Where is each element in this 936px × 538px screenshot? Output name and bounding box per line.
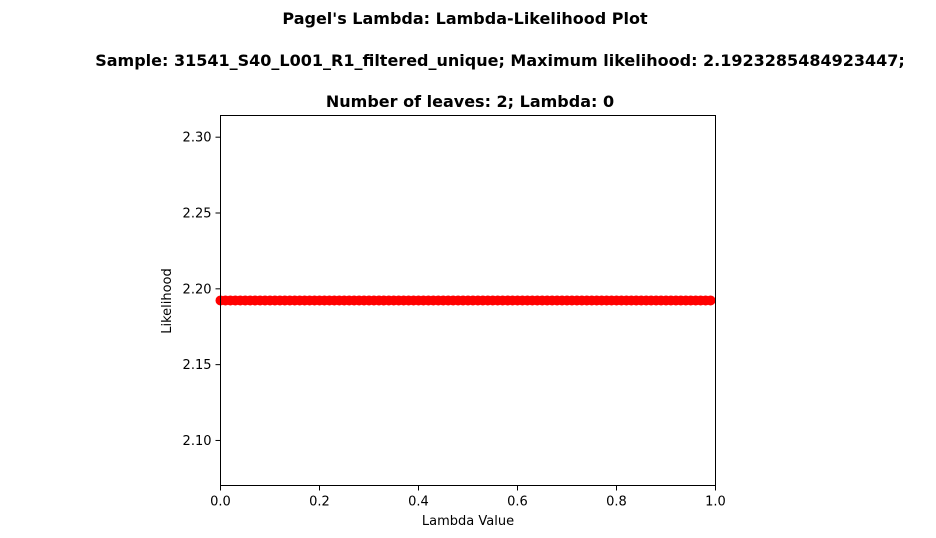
y-axis-label: Likelihood <box>160 268 175 334</box>
x-tick-label: 0.8 <box>606 495 627 510</box>
x-tick-label: 0.2 <box>309 495 330 510</box>
x-tick-label: 0.6 <box>507 495 528 510</box>
plot-frame <box>220 115 716 486</box>
x-axis-ticks: 0.0 0.2 0.4 0.6 0.8 1.0 <box>210 485 726 510</box>
data-point <box>705 295 716 306</box>
x-axis-label: Lambda Value <box>422 514 514 529</box>
x-tick-label: 1.0 <box>705 495 726 510</box>
chart-title-line-3: Number of leaves: 2; Lambda: 0 <box>326 92 614 111</box>
y-axis-ticks: 2.10 2.15 2.20 2.25 2.30 <box>183 131 221 449</box>
data-points <box>215 295 716 306</box>
chart-title-line-2: Sample: 31541_S40_L001_R1_filtered_uniqu… <box>95 51 905 70</box>
y-tick-label: 2.25 <box>183 207 212 222</box>
y-tick-label: 2.20 <box>183 282 212 297</box>
chart-title-line-1: Pagel's Lambda: Lambda-Likelihood Plot <box>282 9 648 28</box>
y-tick-label: 2.30 <box>183 131 212 146</box>
x-tick-label: 0.0 <box>210 495 231 510</box>
chart-title: Pagel's Lambda: Lambda-Likelihood Plot S… <box>95 9 905 111</box>
y-tick-label: 2.10 <box>183 434 212 449</box>
y-tick-label: 2.15 <box>183 358 212 373</box>
x-tick-label: 0.4 <box>408 495 429 510</box>
